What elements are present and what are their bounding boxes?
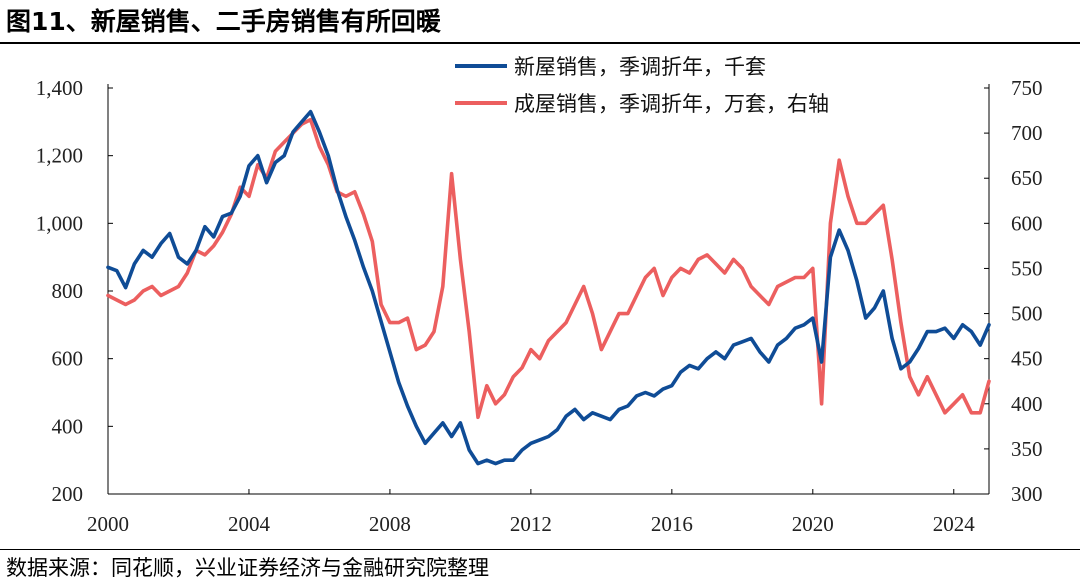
right-tick-label: 700 (1011, 121, 1043, 145)
right-tick-label: 450 (1011, 347, 1043, 371)
right-tick-label: 300 (1011, 482, 1043, 506)
x-tick-label: 2024 (933, 512, 976, 536)
new-home-sales-line (106, 109, 991, 466)
left-tick-label: 1,000 (36, 211, 83, 235)
legend-new-home-label: 新屋销售，季调折年，千套 (514, 55, 766, 79)
x-tick-label: 2008 (369, 512, 411, 536)
left-tick-label: 200 (52, 482, 84, 506)
right-tick-label: 650 (1011, 166, 1043, 190)
x-tick-label: 2012 (510, 512, 552, 536)
legend-existing-home-label: 成屋销售，季调折年，万套，右轴 (514, 92, 829, 116)
series-layer (106, 109, 991, 466)
x-tick-label: 2020 (792, 512, 834, 536)
left-tick-label: 400 (52, 414, 84, 438)
right-tick-label: 750 (1011, 76, 1043, 100)
x-tick-label: 2016 (651, 512, 693, 536)
left-tick-label: 600 (52, 347, 84, 371)
footer-rule (0, 549, 1080, 550)
existing-home-sales-line (106, 117, 991, 420)
right-tick-label: 350 (1011, 437, 1043, 461)
left-tick-label: 800 (52, 279, 84, 303)
left-tick-label: 1,200 (36, 144, 83, 168)
axes: 200 400 600 800 1,000 1,200 1,400 300 350 400 450 5… (36, 76, 1043, 536)
chart-canvas: 200 400 600 800 1,000 1,200 1,400 300 350 400 450 5… (36, 55, 1043, 536)
source-note: 数据来源：同花顺，兴业证券经济与金融研究院整理 (6, 556, 489, 580)
right-tick-label: 600 (1011, 211, 1043, 235)
left-tick-label: 1,400 (36, 76, 83, 100)
x-tick-label: 2000 (87, 512, 129, 536)
title-underline (0, 42, 1080, 44)
right-tick-label: 550 (1011, 256, 1043, 280)
chart-title: 图11、新屋销售、二手房销售有所回暖 (6, 7, 441, 36)
x-tick-label: 2004 (228, 512, 271, 536)
right-tick-label: 500 (1011, 302, 1043, 326)
right-tick-label: 400 (1011, 392, 1043, 416)
